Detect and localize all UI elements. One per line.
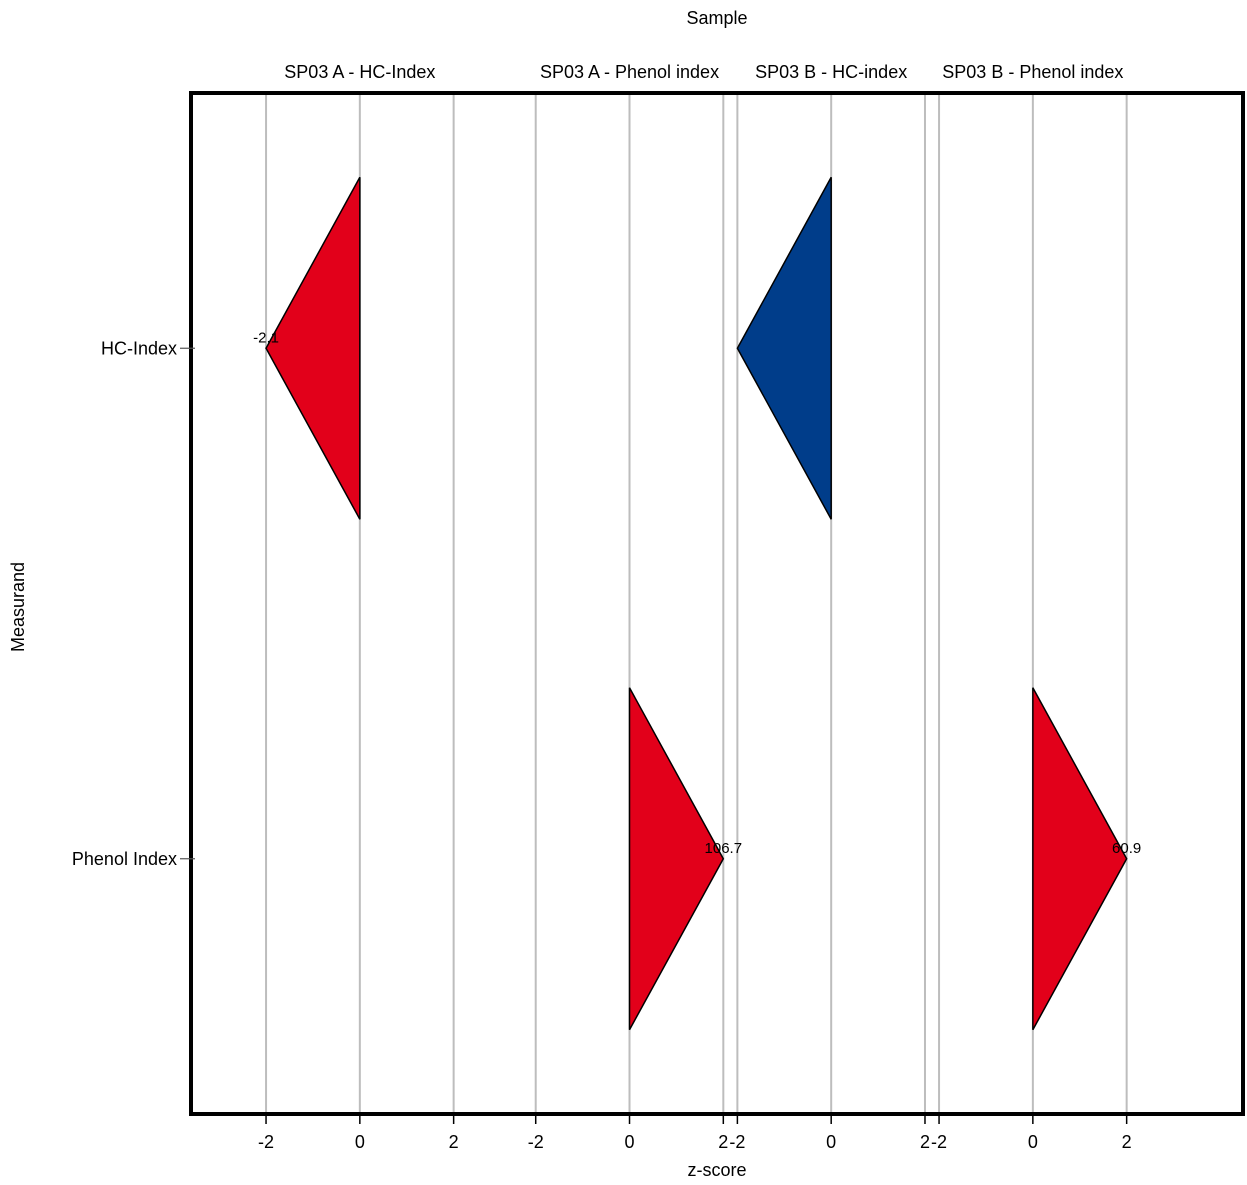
top-axis-title: Sample bbox=[686, 8, 747, 28]
y-axis-title: Measurand bbox=[8, 562, 28, 652]
axis-layer: SP03 A - HC-Index -2 0 2 SP03 A - Phenol ind… bbox=[72, 62, 1132, 1152]
panel-label: SP03 A - HC-Index bbox=[284, 62, 435, 82]
x-tick-label: 2 bbox=[718, 1132, 728, 1152]
data-label: 60.9 bbox=[1112, 840, 1141, 857]
data-label: -2.1 bbox=[253, 329, 279, 346]
grid-layer bbox=[265, 93, 1128, 1114]
row-label: HC-Index bbox=[101, 338, 177, 358]
z-score-marker bbox=[736, 176, 832, 520]
panel-label: SP03 B - HC-index bbox=[755, 62, 907, 82]
x-tick-label: 0 bbox=[355, 1132, 365, 1152]
x-tick-label: 2 bbox=[1122, 1132, 1132, 1152]
x-tick-label: -2 bbox=[729, 1132, 745, 1152]
x-tick-label: -2 bbox=[528, 1132, 544, 1152]
x-tick-label: 0 bbox=[1028, 1132, 1038, 1152]
x-tick-label: 0 bbox=[826, 1132, 836, 1152]
z-score-marker bbox=[1032, 687, 1128, 1031]
z-score-marker bbox=[628, 687, 725, 1031]
x-axis-title: z-score bbox=[687, 1160, 746, 1180]
row-label: Phenol Index bbox=[72, 849, 177, 869]
z-score-marker bbox=[265, 176, 361, 520]
x-tick-label: -2 bbox=[931, 1132, 947, 1152]
plot-frame bbox=[189, 91, 1245, 1116]
data-label: 106.7 bbox=[705, 840, 743, 857]
x-tick-label: 2 bbox=[449, 1132, 459, 1152]
panel-label: SP03 B - Phenol index bbox=[942, 62, 1123, 82]
x-tick-label: 0 bbox=[625, 1132, 635, 1152]
marks-layer: -2.1 106.7 60.9 bbox=[253, 176, 1141, 1031]
x-tick-label: 2 bbox=[920, 1132, 930, 1152]
x-tick-label: -2 bbox=[258, 1132, 274, 1152]
panel-label: SP03 A - Phenol index bbox=[540, 62, 719, 82]
